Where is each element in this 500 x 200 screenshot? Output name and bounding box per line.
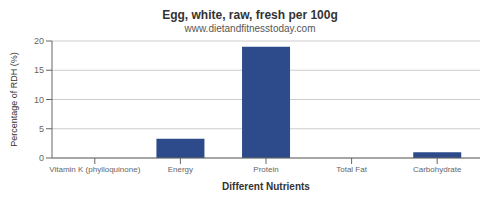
svg-text:20: 20 [34,36,44,46]
svg-text:Carbohydrate: Carbohydrate [413,165,462,174]
svg-text:Energy: Energy [168,165,193,174]
svg-text:5: 5 [39,124,44,134]
svg-text:Total Fat: Total Fat [336,165,367,174]
svg-text:10: 10 [34,95,44,105]
svg-text:Protein: Protein [253,165,278,174]
svg-text:Percentage of RDH (%): Percentage of RDH (%) [9,52,19,147]
html-text:Egg, white, raw, fresh per 100: Egg, white, raw, fresh per 100g [162,8,338,22]
svg-text:Vitamin K (phylloquinone): Vitamin K (phylloquinone) [49,165,140,174]
html-text:www.dietandfitnesstoday.com: www.dietandfitnesstoday.com [184,23,316,34]
svg-text:15: 15 [34,65,44,75]
svg-text:0: 0 [39,153,44,163]
svg-text:Different Nutrients: Different Nutrients [222,181,310,190]
